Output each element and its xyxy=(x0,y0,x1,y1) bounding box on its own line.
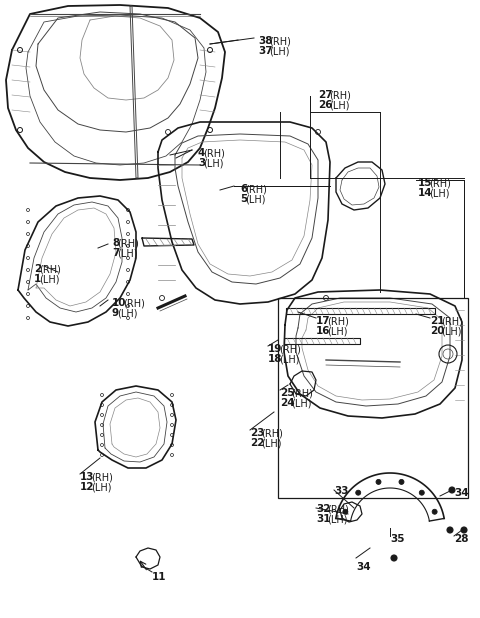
Circle shape xyxy=(449,487,455,493)
Text: 10: 10 xyxy=(112,298,127,308)
Circle shape xyxy=(391,555,397,561)
Text: 37: 37 xyxy=(258,46,273,56)
Text: (LH): (LH) xyxy=(329,100,349,110)
Text: (RH): (RH) xyxy=(261,428,283,438)
Circle shape xyxy=(447,527,453,533)
Text: 5: 5 xyxy=(240,194,247,204)
Circle shape xyxy=(343,509,348,514)
Text: 13: 13 xyxy=(80,472,95,482)
Text: 17: 17 xyxy=(316,316,331,326)
Text: (LH): (LH) xyxy=(39,274,60,284)
Text: (RH): (RH) xyxy=(329,90,351,100)
Text: 2: 2 xyxy=(34,264,41,274)
Text: 34: 34 xyxy=(356,562,371,572)
Text: 27: 27 xyxy=(318,90,333,100)
Circle shape xyxy=(399,480,404,485)
Circle shape xyxy=(432,509,437,514)
Text: (RH): (RH) xyxy=(441,316,463,326)
Text: (LH): (LH) xyxy=(118,248,138,258)
Circle shape xyxy=(461,527,467,533)
Text: (RH): (RH) xyxy=(291,388,312,398)
Text: 4: 4 xyxy=(198,148,205,158)
Text: (LH): (LH) xyxy=(118,308,138,318)
Text: (LH): (LH) xyxy=(245,194,266,204)
Text: 35: 35 xyxy=(390,534,405,544)
Text: 6: 6 xyxy=(240,184,247,194)
Text: 21: 21 xyxy=(430,316,444,326)
Text: 3: 3 xyxy=(198,158,205,168)
Text: 31: 31 xyxy=(316,514,331,524)
Text: (RH): (RH) xyxy=(245,184,267,194)
Text: 16: 16 xyxy=(316,326,331,336)
Text: 9: 9 xyxy=(112,308,119,318)
Text: (RH): (RH) xyxy=(279,344,300,354)
Text: (RH): (RH) xyxy=(269,36,291,46)
Text: 12: 12 xyxy=(80,482,95,492)
Text: 33: 33 xyxy=(334,486,348,496)
Text: (RH): (RH) xyxy=(327,316,348,326)
Text: (RH): (RH) xyxy=(204,148,225,158)
Text: (LH): (LH) xyxy=(91,482,111,492)
Text: 11: 11 xyxy=(152,572,167,582)
Text: 24: 24 xyxy=(280,398,295,408)
Text: (LH): (LH) xyxy=(291,398,312,408)
Text: 26: 26 xyxy=(318,100,333,110)
Text: 32: 32 xyxy=(316,504,331,514)
Text: 18: 18 xyxy=(268,354,283,364)
Text: 7: 7 xyxy=(112,248,120,258)
Text: (LH): (LH) xyxy=(204,158,224,168)
Text: (RH): (RH) xyxy=(123,298,144,308)
Text: (LH): (LH) xyxy=(327,326,348,336)
Text: 1: 1 xyxy=(34,274,41,284)
Bar xyxy=(278,298,468,498)
Text: (LH): (LH) xyxy=(429,188,449,198)
Text: (RH): (RH) xyxy=(39,264,61,274)
Text: 25: 25 xyxy=(280,388,295,398)
Text: 15: 15 xyxy=(418,178,432,188)
Text: 38: 38 xyxy=(258,36,273,46)
Text: 34: 34 xyxy=(454,488,468,498)
Circle shape xyxy=(420,490,424,495)
Circle shape xyxy=(356,490,360,495)
Text: (LH): (LH) xyxy=(279,354,300,364)
Text: (RH): (RH) xyxy=(429,178,451,188)
Text: (LH): (LH) xyxy=(261,438,281,448)
Text: (RH): (RH) xyxy=(327,504,348,514)
Text: 14: 14 xyxy=(418,188,432,198)
Text: (LH): (LH) xyxy=(441,326,461,336)
Circle shape xyxy=(376,480,381,485)
Text: (LH): (LH) xyxy=(327,514,348,524)
Text: 8: 8 xyxy=(112,238,119,248)
Text: 22: 22 xyxy=(250,438,264,448)
Text: (RH): (RH) xyxy=(91,472,113,482)
Text: (RH): (RH) xyxy=(118,238,139,248)
Text: 23: 23 xyxy=(250,428,264,438)
Text: (LH): (LH) xyxy=(269,46,289,56)
Text: 28: 28 xyxy=(454,534,468,544)
Text: 20: 20 xyxy=(430,326,444,336)
Text: 19: 19 xyxy=(268,344,282,354)
